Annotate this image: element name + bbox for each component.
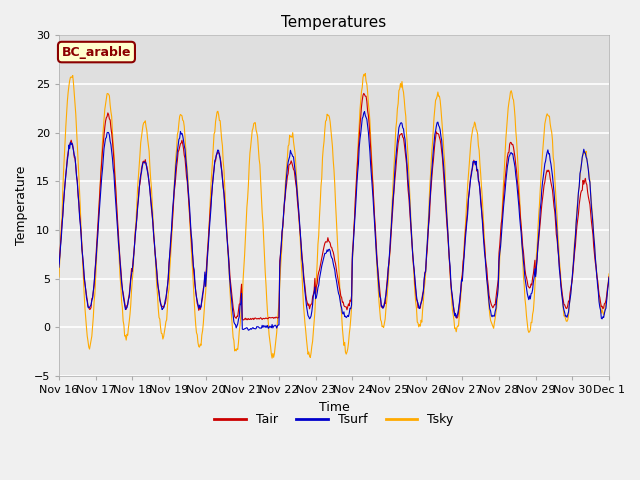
Tsky bbox=[605, 271, 613, 277]
Tsky bbox=[556, 266, 564, 272]
Tsurf bbox=[605, 275, 613, 280]
Tsky bbox=[268, 355, 276, 361]
Tair bbox=[556, 271, 564, 277]
Tsky bbox=[362, 71, 369, 76]
Line: Tsky: Tsky bbox=[59, 73, 609, 358]
Tsky bbox=[435, 94, 442, 99]
Tsurf bbox=[326, 248, 334, 254]
Bar bbox=[59, 36, 609, 181]
Tsurf bbox=[200, 288, 207, 294]
Line: Tair: Tair bbox=[59, 94, 609, 320]
Tair bbox=[435, 132, 442, 137]
Tsky bbox=[326, 119, 334, 125]
Tsurf bbox=[361, 108, 369, 114]
Tsurf bbox=[55, 264, 63, 270]
Tair bbox=[605, 274, 613, 280]
Tair bbox=[239, 317, 247, 323]
Line: Tsurf: Tsurf bbox=[59, 111, 609, 330]
Tsurf bbox=[435, 122, 442, 128]
Tsurf bbox=[556, 273, 564, 278]
Tair bbox=[381, 300, 388, 306]
Legend: Tair, Tsurf, Tsky: Tair, Tsurf, Tsky bbox=[209, 408, 458, 431]
Tair bbox=[360, 91, 367, 96]
Tair bbox=[200, 286, 207, 291]
Y-axis label: Temperature: Temperature bbox=[15, 166, 28, 245]
Title: Temperatures: Temperatures bbox=[282, 15, 387, 30]
Tsky bbox=[55, 274, 63, 280]
Tair bbox=[326, 240, 334, 246]
Tsky bbox=[176, 113, 184, 119]
X-axis label: Time: Time bbox=[319, 400, 349, 413]
Tsurf bbox=[176, 135, 184, 141]
Tair bbox=[55, 261, 63, 267]
Text: BC_arable: BC_arable bbox=[61, 46, 131, 59]
Tsky bbox=[200, 320, 207, 326]
Tair bbox=[176, 144, 184, 150]
Tsurf bbox=[381, 302, 388, 308]
Tsky bbox=[381, 320, 388, 326]
Tsurf bbox=[244, 327, 252, 333]
